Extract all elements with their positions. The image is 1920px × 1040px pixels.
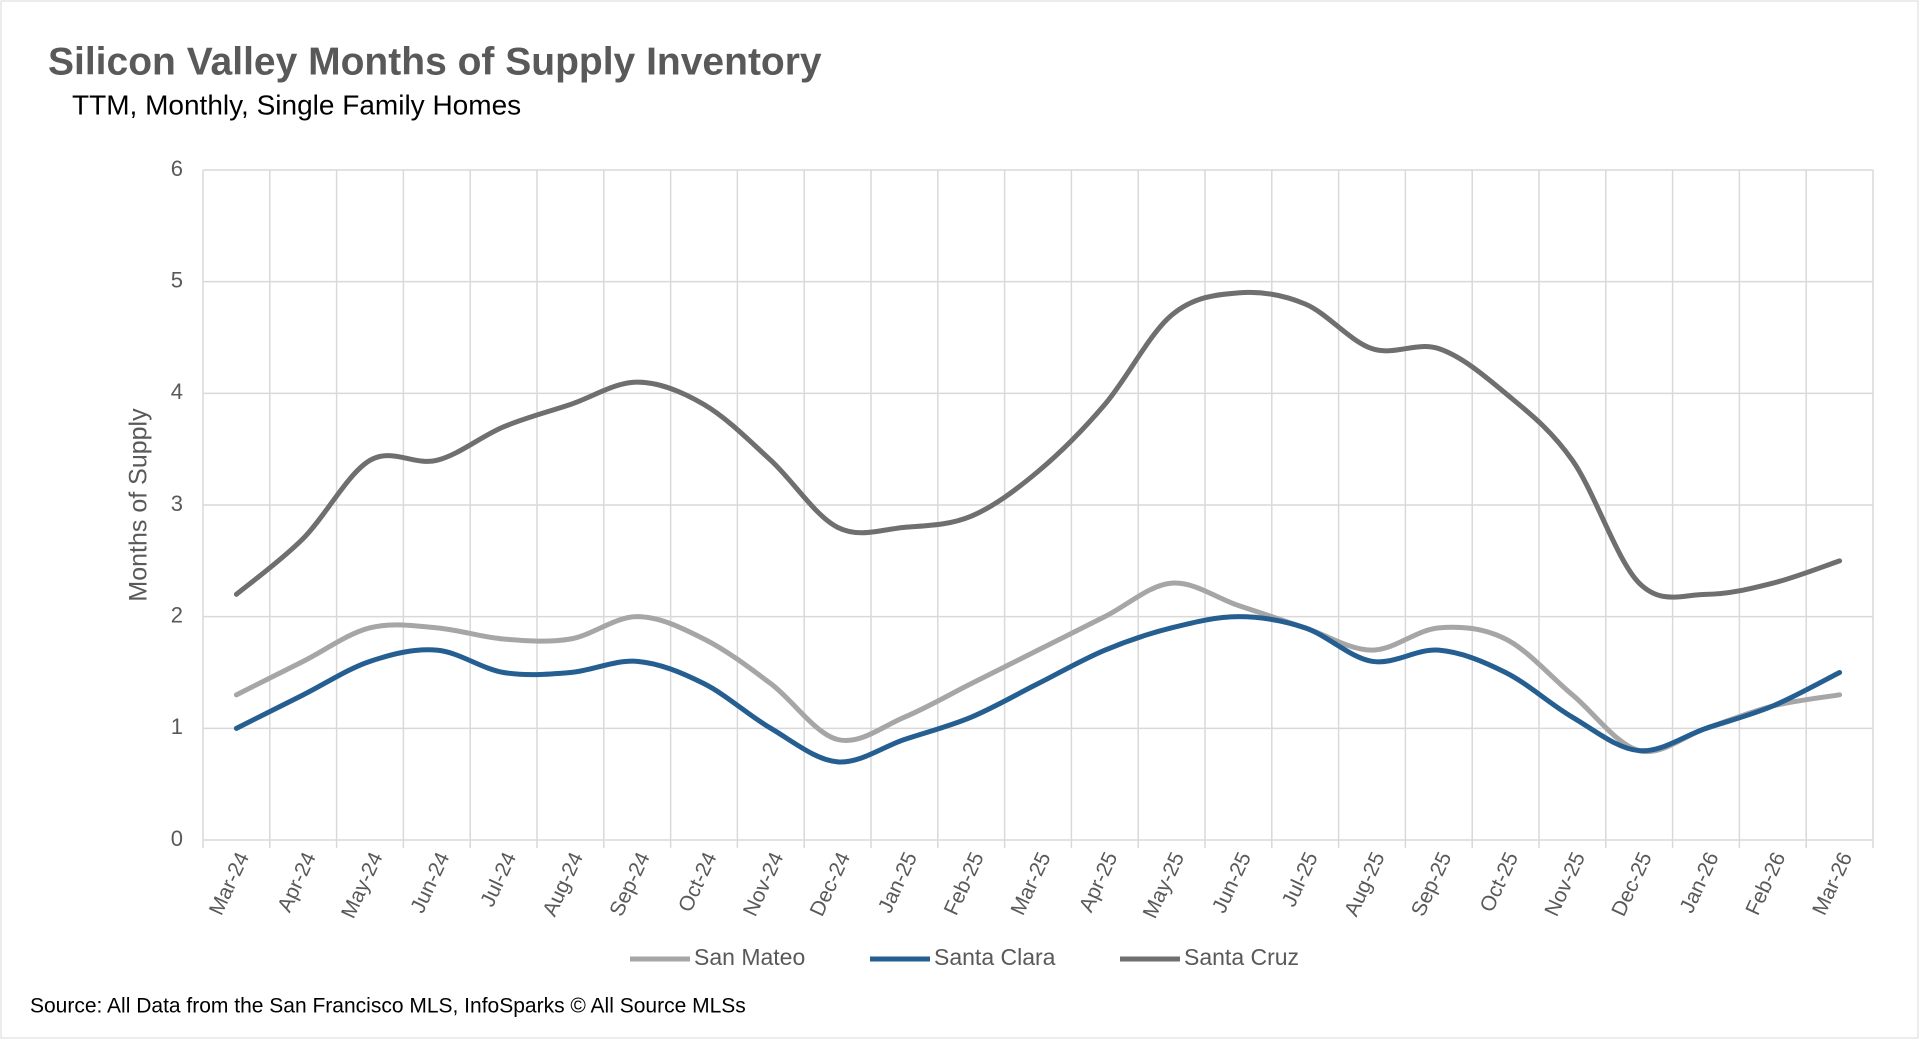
y-tick-label: 0	[171, 826, 183, 851]
y-tick-label: 6	[171, 156, 183, 181]
series-line	[233, 580, 1843, 755]
chart-title: Silicon Valley Months of Supply Inventor…	[48, 40, 822, 83]
chart-subtitle: TTM, Monthly, Single Family Homes	[72, 89, 521, 120]
y-tick-label: 2	[171, 602, 183, 627]
series-line	[233, 614, 1843, 765]
y-tick-label: 3	[171, 491, 183, 516]
y-tick-label: 4	[171, 379, 183, 404]
legend-label: Santa Clara	[934, 944, 1056, 970]
y-axis-label: Months of Supply	[125, 408, 153, 602]
source-note: Source: All Data from the San Francisco …	[30, 995, 746, 1018]
legend-label: San Mateo	[694, 944, 805, 970]
y-tick-label: 5	[171, 267, 183, 292]
legend-label: Santa Cruz	[1184, 944, 1299, 970]
series-line	[233, 289, 1843, 600]
y-tick-label: 1	[171, 714, 183, 739]
